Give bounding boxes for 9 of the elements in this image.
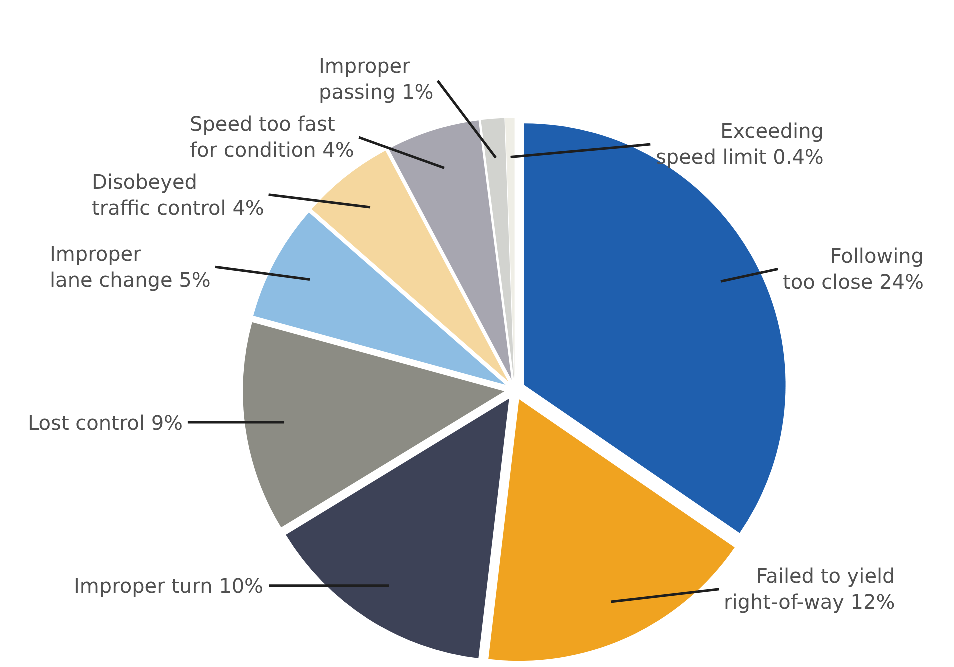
slice-label: Improper passing 1% <box>319 54 434 104</box>
slice-label: Failed to yield right-of-way 12% <box>724 564 896 614</box>
slice-label: Lost control 9% <box>28 411 184 435</box>
slice-label: Speed too fast for condition 4% <box>190 112 354 162</box>
slice-label: Following too close 24% <box>783 244 924 294</box>
slice-label: Improper lane change 5% <box>50 242 211 292</box>
slice-label: Exceeding speed limit 0.4% <box>656 119 824 169</box>
slice-label: Disobeyed traffic control 4% <box>92 170 264 220</box>
slice-label: Improper turn 10% <box>74 574 264 598</box>
